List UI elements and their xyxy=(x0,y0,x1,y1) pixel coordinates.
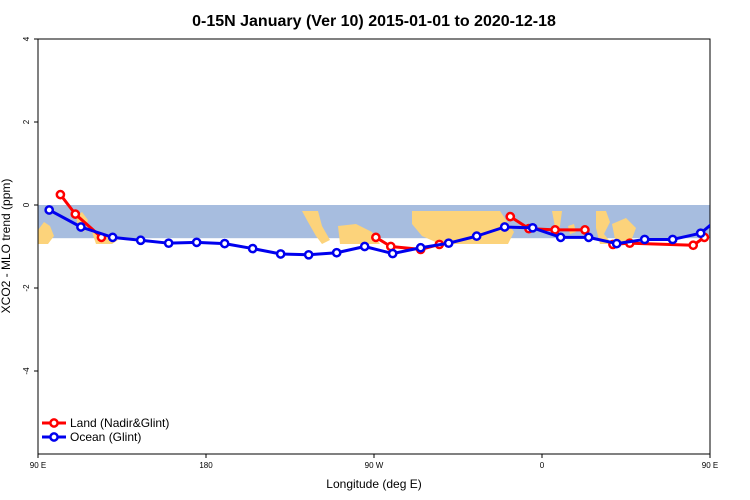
ocean-point xyxy=(555,232,566,243)
ocean-point xyxy=(725,206,732,213)
legend-land-marker xyxy=(49,418,59,428)
ocean-point xyxy=(443,238,454,249)
land-indonesia xyxy=(612,218,636,244)
land-southeast-asia xyxy=(596,211,612,244)
land-borneo xyxy=(38,222,54,244)
ocean-point xyxy=(303,249,314,260)
chart-title: 0-15N January (Ver 10) 2015-01-01 to 202… xyxy=(192,13,556,30)
y-tick-label: -2 xyxy=(22,284,31,292)
ocean-point xyxy=(163,238,174,249)
x-tick-label: 90 E xyxy=(702,461,718,470)
ocean-point xyxy=(107,232,118,243)
ocean-point xyxy=(527,222,538,233)
land-point xyxy=(70,209,81,219)
land-line xyxy=(734,195,750,238)
x-tick-label: 0 xyxy=(540,461,545,470)
x-axis-label: Longitude (deg E) xyxy=(326,477,421,491)
y-tick-label: 0 xyxy=(22,202,31,207)
legend: Land (Nadir&Glint)Ocean (Glint) xyxy=(42,416,169,444)
land-india xyxy=(552,211,562,232)
ocean-point xyxy=(499,222,510,232)
ocean-point xyxy=(611,238,622,249)
y-tick-label: 4 xyxy=(22,36,31,41)
ocean-point xyxy=(415,242,426,253)
land-line xyxy=(509,215,585,232)
land-point xyxy=(371,232,381,243)
x-tick-label: 90 W xyxy=(365,461,384,470)
series-layer xyxy=(44,189,750,260)
ocean-point xyxy=(76,222,86,232)
ocean-point xyxy=(695,228,706,239)
y-axis-label: XCO2 - MLO trend (ppm) xyxy=(0,179,13,314)
map-band xyxy=(38,205,710,244)
y-tick-label: 2 xyxy=(22,119,31,124)
land-point xyxy=(550,225,560,235)
x-axis: 90 E 180 90 W 0 90 E xyxy=(30,454,718,470)
land-point xyxy=(746,211,750,218)
series-ocean xyxy=(44,205,732,260)
land-point xyxy=(55,189,66,200)
ocean-point xyxy=(331,247,342,258)
legend-ocean-marker xyxy=(49,432,59,442)
ocean-point xyxy=(191,237,202,248)
ocean-point xyxy=(583,232,594,243)
land-point xyxy=(731,191,738,198)
ocean-point xyxy=(275,249,286,259)
land-point xyxy=(505,211,516,222)
land-africa xyxy=(412,211,514,244)
ocean-point xyxy=(247,243,258,254)
land-central-america xyxy=(302,211,330,244)
ocean-point xyxy=(667,234,678,245)
x-tick-label: 180 xyxy=(199,461,213,470)
ocean-point xyxy=(387,248,398,259)
ocean-point xyxy=(359,241,370,252)
ocean-point xyxy=(471,231,482,241)
legend-ocean-label: Ocean (Glint) xyxy=(70,430,141,444)
x-tick-label: 90 E xyxy=(30,461,46,470)
land-point xyxy=(580,225,590,235)
land-point xyxy=(688,240,699,251)
ocean-point xyxy=(135,235,146,246)
ocean-point xyxy=(219,238,230,249)
land-south-america xyxy=(338,224,380,244)
y-tick-label: -4 xyxy=(22,367,31,375)
legend-land-label: Land (Nadir&Glint) xyxy=(70,416,169,430)
y-axis: 4 2 0 -2 -4 xyxy=(22,36,38,375)
ocean-point xyxy=(44,205,55,215)
ocean-point xyxy=(639,234,650,245)
